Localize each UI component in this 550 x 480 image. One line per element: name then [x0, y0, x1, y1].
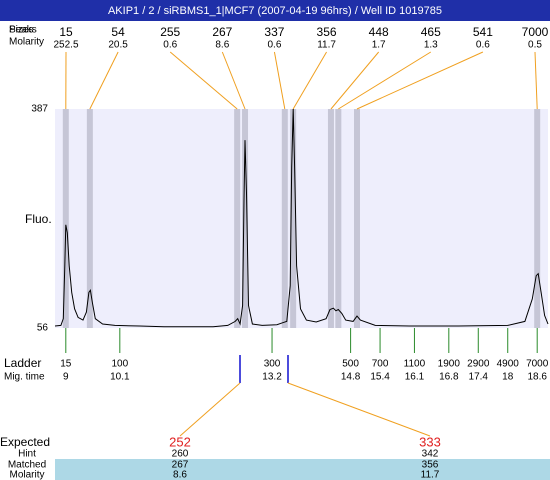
matched-label: Matched	[8, 460, 46, 471]
ladder-size: 500	[342, 359, 359, 370]
peak-band	[335, 109, 342, 328]
ladder-size: 2900	[467, 359, 490, 370]
row-label: Peaks	[9, 25, 37, 36]
molarity-value: 8.6	[173, 470, 187, 480]
peak-band	[242, 109, 249, 328]
ladder-size: 300	[264, 359, 281, 370]
peak-size: 356	[317, 25, 337, 39]
peak-molarity: 252.5	[53, 40, 78, 51]
peak-connector	[338, 51, 432, 110]
peak-molarity: 0.6	[163, 40, 177, 51]
matched-band	[55, 459, 550, 480]
title-bar	[0, 0, 550, 21]
y-axis-label: Fluo.	[25, 212, 52, 226]
row-label: Sizes	[9, 25, 33, 36]
ladder-time: 9	[63, 372, 69, 383]
peak-size: 448	[369, 25, 389, 39]
trace	[54, 108, 549, 328]
ladder-time: 10.1	[110, 372, 130, 383]
ladder-size: 7000	[526, 359, 549, 370]
ladder-size: 700	[372, 359, 389, 370]
peak-size: 15	[59, 25, 73, 39]
peak-molarity: 20.5	[108, 40, 128, 51]
peak-connector	[330, 51, 380, 110]
peak-band	[534, 109, 541, 328]
peak-band	[62, 109, 69, 328]
peak-size: 255	[160, 25, 180, 39]
matched-value: 356	[422, 460, 439, 471]
expected-label: Expected	[0, 435, 50, 449]
peak-size: 7000	[522, 25, 549, 39]
chart-title: AKIP1 / 2 / siRBMS1_1|MCF7 (2007-04-19 9…	[108, 5, 442, 17]
peak-band	[234, 109, 241, 328]
peak-size: 465	[421, 25, 441, 39]
peak-molarity: 1.3	[424, 40, 438, 51]
peak-connector	[273, 51, 286, 110]
peak-connector	[356, 51, 484, 110]
expected-connector	[287, 382, 431, 437]
expected-value: 333	[419, 434, 441, 449]
molarity-label: Molarity	[9, 470, 44, 480]
y-tick-label: 56	[37, 323, 49, 334]
ladder-time: 18	[502, 372, 514, 383]
ladder-time: 13.2	[262, 372, 282, 383]
peak-connector	[89, 51, 119, 110]
row-label: Molarity	[9, 37, 44, 48]
peak-molarity: 0.6	[267, 40, 281, 51]
ladder-time: 17.4	[469, 372, 489, 383]
peak-molarity: 8.6	[215, 40, 229, 51]
ladder-size: 1900	[438, 359, 461, 370]
ladder-time: 16.8	[439, 372, 459, 383]
peak-connector	[534, 51, 538, 110]
expected-value: 252	[169, 434, 191, 449]
plot-area	[55, 109, 548, 328]
ladder-size: 4900	[497, 359, 520, 370]
ladder-time-label: Mig. time	[4, 372, 45, 383]
ladder-time: 16.1	[405, 372, 425, 383]
peak-connector	[292, 51, 327, 110]
y-tick-label: 387	[31, 104, 48, 115]
peak-band	[281, 109, 288, 328]
peak-size: 541	[473, 25, 493, 39]
peak-molarity: 0.6	[476, 40, 490, 51]
hint-label: Hint	[18, 449, 36, 460]
peak-size: 54	[111, 25, 125, 39]
peak-molarity: 1.7	[372, 40, 386, 51]
peak-band	[353, 109, 360, 328]
ladder-time: 15.4	[370, 372, 390, 383]
ladder-size: 1100	[404, 359, 426, 370]
peak-connector	[169, 51, 238, 110]
ladder-size: 100	[111, 359, 128, 370]
hint-value: 260	[172, 449, 189, 460]
peak-band	[327, 109, 334, 328]
peak-band	[86, 109, 93, 328]
ladder-time: 18.6	[527, 372, 547, 383]
ladder-size: 15	[60, 359, 72, 370]
ladder-label: Ladder	[4, 356, 41, 370]
ladder-time: 14.8	[341, 372, 361, 383]
peak-band	[290, 109, 297, 328]
molarity-value: 11.7	[421, 470, 440, 480]
expected-connector	[179, 382, 241, 437]
peak-size: 267	[212, 25, 232, 39]
matched-value: 267	[172, 460, 189, 471]
peak-molarity: 11.7	[317, 40, 336, 51]
hint-value: 342	[422, 449, 439, 460]
peak-molarity: 0.5	[528, 40, 542, 51]
peak-connector	[221, 51, 246, 110]
peak-size: 337	[264, 25, 284, 39]
